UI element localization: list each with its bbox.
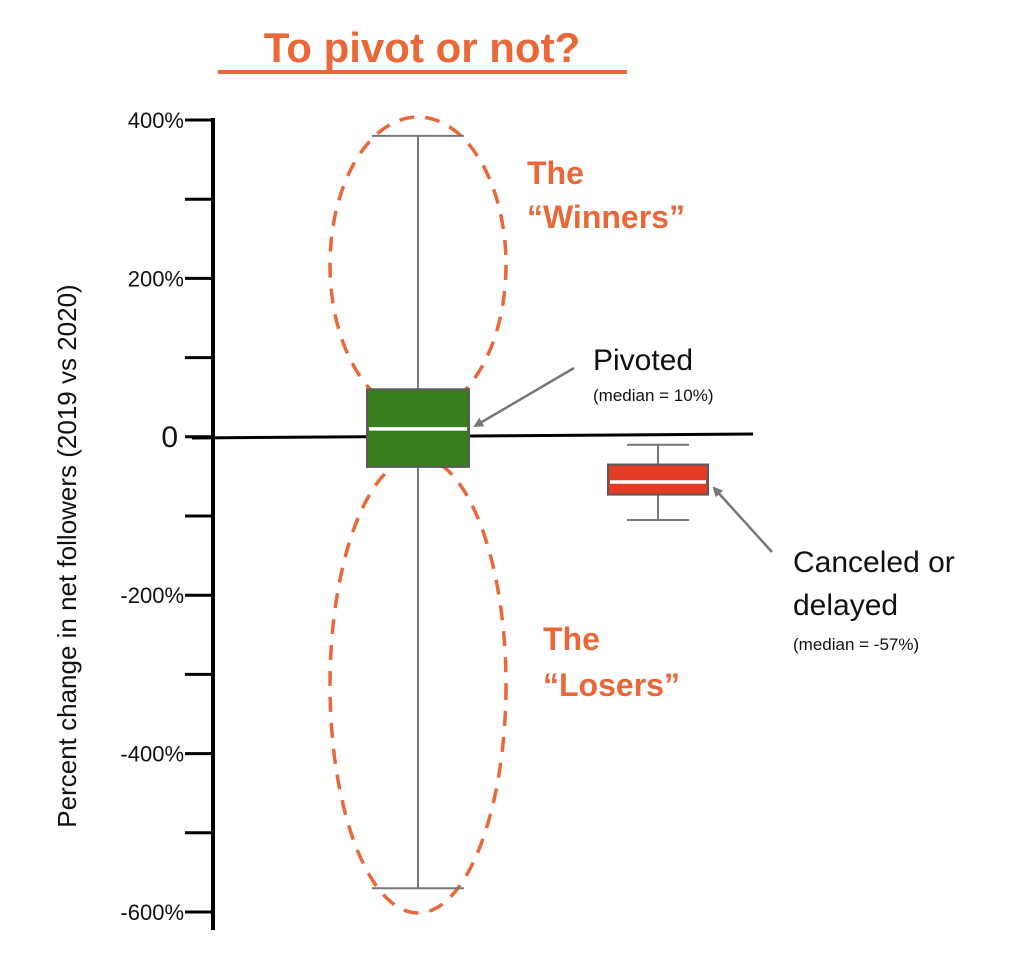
pivoted-label: Pivoted [593,344,693,377]
y-axis-label: Percent change in net followers (2019 vs… [52,284,82,827]
zero-baseline [191,432,754,440]
pivoted-box-group [366,134,470,890]
y-tick-label: -400% [120,742,184,767]
y-tick-label: 0 [161,421,178,454]
canceled-arrow [712,486,773,553]
canceled-box [607,463,709,496]
winners-label-line-2: “Winners” [527,199,685,235]
losers-label-line-1: The [543,621,600,657]
canceled-label-line-1: Canceled or [793,546,955,579]
losers-label-line-2: “Losers” [543,667,680,703]
canceled-median-note: (median = -57%) [793,635,919,654]
y-tick-labels: 400% 200% 0 -200% -400% -600% [120,108,184,925]
pivoted-median-note: (median = 10%) [593,386,713,405]
y-tick-label: -600% [120,900,184,925]
y-tick-label: 200% [128,266,184,291]
chart-title: To pivot or not? [264,24,580,71]
canceled-label-line-2: delayed [793,589,898,622]
y-ticks [185,118,213,914]
canceled-box-group [607,443,709,521]
winners-label-line-1: The [527,155,584,191]
boxes [366,134,709,890]
y-tick-label: 400% [128,108,184,133]
pivoted-arrow [473,366,575,428]
y-tick-label: -200% [120,583,184,608]
